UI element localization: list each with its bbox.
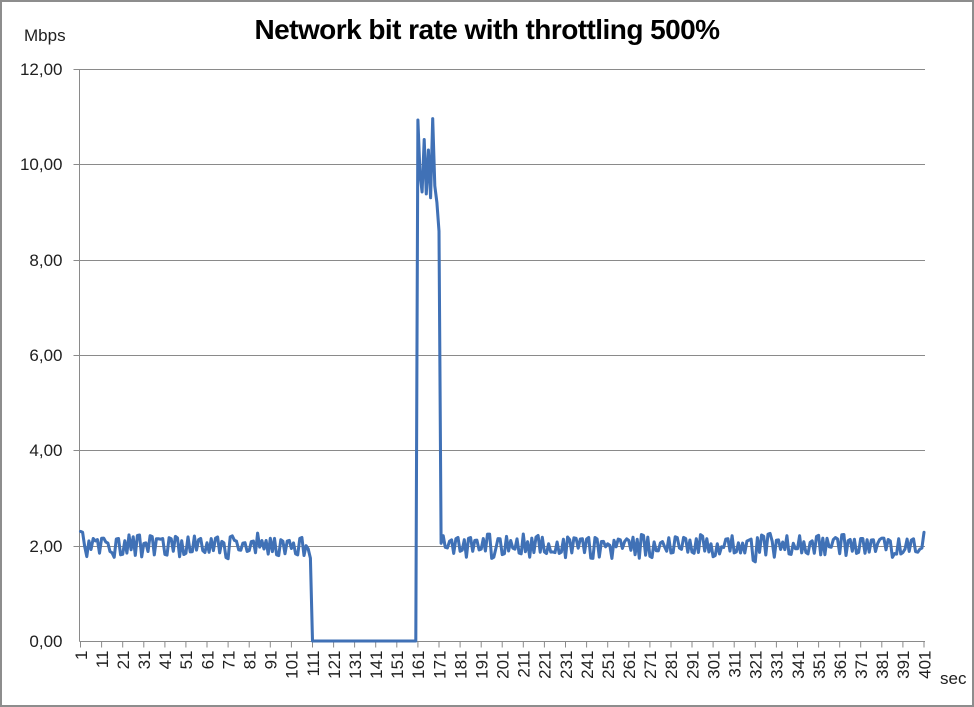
svg-text:12,00: 12,00 [20,60,63,79]
svg-text:Network bit rate with throttli: Network bit rate with throttling 500% [254,14,720,45]
svg-text:201: 201 [494,651,513,679]
svg-text:8,00: 8,00 [29,251,62,270]
svg-text:141: 141 [367,651,386,679]
svg-text:111: 111 [304,651,323,677]
svg-text:151: 151 [388,651,407,679]
svg-text:sec: sec [940,669,967,688]
svg-text:171: 171 [430,651,449,679]
svg-text:41: 41 [156,651,175,670]
svg-text:311: 311 [726,651,745,678]
svg-text:221: 221 [536,651,555,679]
svg-text:261: 261 [620,651,639,679]
svg-text:271: 271 [641,651,660,679]
svg-text:251: 251 [599,651,618,679]
svg-text:2,00: 2,00 [29,537,62,556]
svg-text:181: 181 [451,651,470,679]
svg-text:381: 381 [873,651,892,679]
svg-text:391: 391 [894,651,913,679]
svg-text:Mbps: Mbps [24,26,66,45]
svg-text:101: 101 [283,651,302,679]
svg-text:291: 291 [683,651,702,679]
svg-text:331: 331 [768,651,787,679]
svg-text:341: 341 [789,651,808,679]
svg-text:71: 71 [219,651,238,670]
svg-text:241: 241 [578,651,597,679]
svg-text:1: 1 [72,651,91,660]
svg-text:51: 51 [177,651,196,670]
svg-text:301: 301 [704,651,723,679]
svg-text:231: 231 [557,651,576,679]
svg-text:4,00: 4,00 [29,441,62,460]
svg-text:371: 371 [852,651,871,679]
svg-text:11: 11 [93,651,112,669]
svg-text:31: 31 [135,651,154,670]
svg-text:191: 191 [473,651,492,679]
svg-text:211: 211 [515,651,534,678]
svg-text:351: 351 [810,651,829,679]
svg-text:131: 131 [346,651,365,679]
svg-text:61: 61 [198,651,217,670]
svg-text:91: 91 [262,651,281,670]
svg-text:281: 281 [662,651,681,679]
svg-text:0,00: 0,00 [29,632,62,651]
svg-text:161: 161 [409,651,428,679]
svg-text:361: 361 [831,651,850,679]
svg-text:10,00: 10,00 [20,155,63,174]
svg-text:6,00: 6,00 [29,346,62,365]
svg-text:321: 321 [747,651,766,679]
svg-text:81: 81 [241,651,260,670]
svg-text:21: 21 [114,651,133,670]
svg-text:401: 401 [915,651,934,679]
svg-text:121: 121 [325,651,344,679]
